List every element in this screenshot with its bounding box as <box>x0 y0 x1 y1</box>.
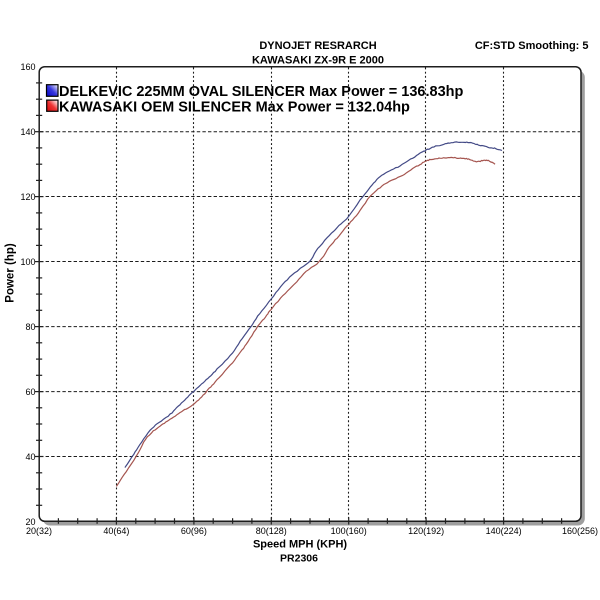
svg-text:DELKEVIC 225MM OVAL SILENCER M: DELKEVIC 225MM OVAL SILENCER Max Power =… <box>59 84 464 100</box>
svg-text:100(160): 100(160) <box>331 526 367 536</box>
svg-text:140(224): 140(224) <box>486 526 522 536</box>
svg-text:100: 100 <box>20 257 35 267</box>
svg-text:160: 160 <box>20 62 35 72</box>
svg-text:80(128): 80(128) <box>256 526 287 536</box>
svg-text:CF:STD Smoothing: 5: CF:STD Smoothing: 5 <box>475 40 589 52</box>
svg-text:PR2306: PR2306 <box>280 553 318 565</box>
svg-text:120(192): 120(192) <box>408 526 444 536</box>
svg-text:20: 20 <box>25 517 35 527</box>
svg-text:40: 40 <box>25 452 35 462</box>
svg-text:KAWASAKI ZX-9R E 2000: KAWASAKI ZX-9R E 2000 <box>252 54 384 66</box>
svg-text:60(96): 60(96) <box>181 526 207 536</box>
svg-text:KAWASAKI OEM SILENCER Max Powe: KAWASAKI OEM SILENCER Max Power = 132.04… <box>59 100 410 116</box>
svg-text:60: 60 <box>25 387 35 397</box>
svg-text:DYNOJET RESRARCH: DYNOJET RESRARCH <box>259 40 376 52</box>
svg-text:Power (hp): Power (hp) <box>5 243 17 303</box>
svg-text:140: 140 <box>20 127 35 137</box>
svg-text:160(256): 160(256) <box>562 526 598 536</box>
svg-text:120: 120 <box>20 192 35 202</box>
svg-text:Speed MPH (KPH): Speed MPH (KPH) <box>253 539 347 551</box>
svg-text:40(64): 40(64) <box>103 526 129 536</box>
svg-text:20(32): 20(32) <box>26 526 52 536</box>
svg-text:80: 80 <box>25 322 35 332</box>
